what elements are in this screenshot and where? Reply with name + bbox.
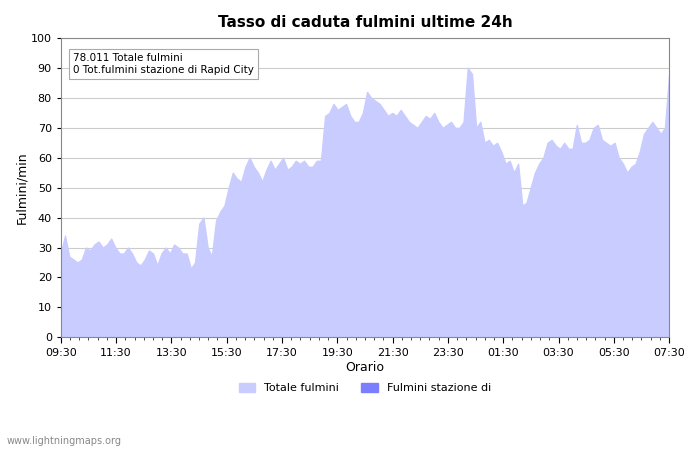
- Text: 78.011 Totale fulmini
0 Tot.fulmini stazione di Rapid City: 78.011 Totale fulmini 0 Tot.fulmini staz…: [73, 53, 254, 75]
- Y-axis label: Fulmini/min: Fulmini/min: [15, 151, 28, 224]
- Text: www.lightningmaps.org: www.lightningmaps.org: [7, 436, 122, 446]
- Title: Tasso di caduta fulmini ultime 24h: Tasso di caduta fulmini ultime 24h: [218, 15, 512, 30]
- Legend: Totale fulmini, Fulmini stazione di: Totale fulmini, Fulmini stazione di: [234, 378, 496, 398]
- X-axis label: Orario: Orario: [346, 360, 384, 374]
